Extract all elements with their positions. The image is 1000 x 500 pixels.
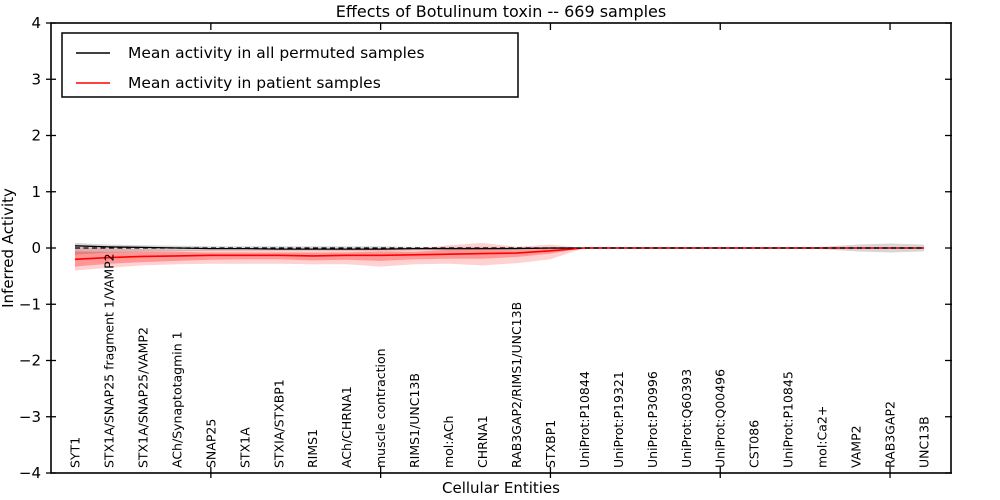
x-category-label: CHRNA1 [475, 415, 490, 468]
y-tick-label: −4 [19, 464, 41, 482]
y-tick-label: −1 [19, 295, 41, 313]
x-category-label: mol:ACh [441, 416, 456, 469]
x-category-label: ACh/CHRNA1 [339, 386, 354, 468]
plot-area: 4 3 2 1 0 −1 −2 −3 −4 SYT1 STX1A/SNAP25 fragment 1… [19, 14, 952, 482]
patient-samples-ci-inner-band [75, 248, 924, 267]
x-category-label: RAB3GAP2 [883, 401, 898, 468]
x-category-label: UniProt:P19321 [611, 371, 626, 468]
x-category-label: STX1A [237, 427, 252, 468]
x-category-label: SYT1 [68, 437, 83, 468]
y-axis-label: Inferred Activity [0, 188, 17, 308]
x-category-label: CST086 [747, 420, 762, 468]
legend-label-patient: Mean activity in patient samples [128, 74, 381, 92]
y-tick-label: 4 [31, 14, 41, 32]
x-category-label: STXBP1 [543, 420, 558, 468]
x-category-label: ACh/Synaptotagmin 1 [169, 331, 184, 468]
legend: Mean activity in all permuted samples Me… [61, 32, 519, 98]
x-category-label: STX1A/SNAP25 fragment 1/VAMP2 [101, 253, 116, 468]
x-category-label: RIMS1/UNC13B [407, 373, 422, 468]
x-category-label: mol:Ca2+ [815, 406, 830, 468]
x-category-label: UniProt:P30996 [645, 371, 660, 468]
x-category-label: UniProt:P10844 [577, 371, 592, 468]
x-category-label: STX1A/SNAP25/VAMP2 [135, 327, 150, 468]
legend-box [61, 32, 519, 98]
legend-label-permuted: Mean activity in all permuted samples [128, 44, 425, 62]
x-category-label: SNAP25 [203, 419, 218, 468]
x-category-label: UNC13B [917, 416, 932, 468]
x-category-label: STXIA/STXBP1 [271, 379, 286, 468]
y-tick-label: −2 [19, 352, 41, 370]
x-category-label: UniProt:Q00496 [713, 369, 728, 468]
y-tick-label: 0 [31, 239, 41, 257]
x-category-label: RIMS1 [305, 429, 320, 468]
x-category-label: UniProt:Q60393 [679, 369, 694, 468]
chart-title: Effects of Botulinum toxin -- 669 sample… [336, 2, 666, 21]
y-tick-label: −3 [19, 408, 41, 426]
x-category-label: VAMP2 [849, 425, 864, 468]
x-category-label: muscle contraction [373, 348, 388, 468]
x-category-label: RAB3GAP2/RIMS1/UNC13B [509, 302, 524, 468]
y-tick-label: 1 [31, 183, 41, 201]
x-axis-label: Cellular Entities [442, 479, 560, 497]
patient-samples-ci-outer-band [75, 242, 924, 271]
y-tick-label: 2 [31, 127, 41, 145]
plot-frame [50, 22, 952, 474]
x-category-label: UniProt:P10845 [781, 371, 796, 468]
y-tick-label: 3 [31, 70, 41, 88]
